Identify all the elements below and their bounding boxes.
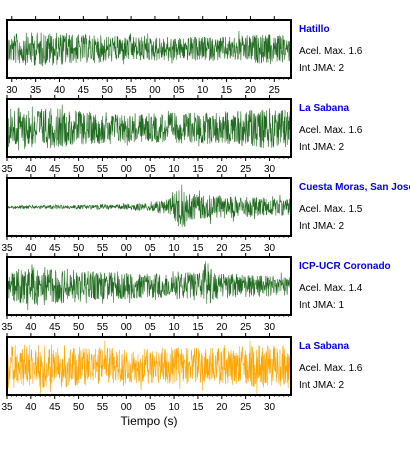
- tick-label: 15: [192, 243, 204, 254]
- panel-frame: [6, 256, 292, 316]
- tick-label: 45: [49, 322, 61, 333]
- tick-label: 55: [97, 243, 109, 254]
- tick-label: 30: [264, 322, 276, 333]
- tick-label: 40: [25, 402, 37, 413]
- jma-intensity-label: Int JMA: 2: [299, 63, 345, 74]
- tick-label: 00: [121, 402, 133, 413]
- max-acceleration-label: Acel. Max. 1.4: [299, 283, 363, 294]
- panel-frame: [6, 98, 292, 158]
- tick-label: 05: [145, 322, 157, 333]
- tick-label: 45: [49, 243, 61, 254]
- panel-frame: [6, 19, 292, 79]
- panel-4: 35 40 45 50 55 00 05 10 15 20 25 30: [1, 253, 292, 333]
- panel-1: 30 35 40 45 50 55 00 05 10 15 20 25: [6, 16, 292, 96]
- max-acceleration-label: Acel. Max. 1.6: [299, 125, 363, 136]
- tick-label: 15: [221, 85, 233, 96]
- tick-label: 10: [168, 243, 180, 254]
- tick-label: 30: [264, 402, 276, 413]
- x-axis-label: Tiempo (s): [120, 414, 178, 428]
- tick-label: 00: [149, 85, 161, 96]
- tick-label: 10: [168, 164, 180, 175]
- tick-label: 40: [54, 85, 66, 96]
- panel-frame: [6, 336, 292, 396]
- tick-label: 00: [121, 322, 133, 333]
- tick-label: 45: [49, 164, 61, 175]
- tick-label: 20: [216, 243, 228, 254]
- tick-label: 20: [216, 164, 228, 175]
- tick-label: 30: [6, 85, 18, 96]
- tick-label: 45: [49, 402, 61, 413]
- tick-label: 05: [145, 243, 157, 254]
- max-acceleration-label: Acel. Max. 1.5: [299, 204, 363, 215]
- panel-frame: [6, 177, 292, 237]
- tick-label: 55: [97, 322, 109, 333]
- station-name: Cuesta Moras, San Jose: [299, 182, 410, 193]
- tick-label: 50: [73, 402, 85, 413]
- tick-label: 40: [25, 164, 37, 175]
- series-trace-5: [6, 340, 292, 395]
- max-acceleration-label: Acel. Max. 1.6: [299, 46, 363, 57]
- tick-label: 50: [73, 164, 85, 175]
- tick-label: 30: [264, 164, 276, 175]
- tick-label: 00: [121, 243, 133, 254]
- max-acceleration-label: Acel. Max. 1.6: [299, 363, 363, 374]
- tick-label: 05: [145, 402, 157, 413]
- tick-label: 50: [73, 322, 85, 333]
- series-trace-1: [6, 30, 292, 67]
- tick-label: 35: [1, 243, 13, 254]
- tick-label: 40: [25, 322, 37, 333]
- tick-label: 15: [192, 322, 204, 333]
- jma-intensity-label: Int JMA: 2: [299, 142, 345, 153]
- series-trace-3: [6, 184, 292, 228]
- tick-label: 35: [1, 402, 13, 413]
- tick-label: 25: [240, 322, 252, 333]
- tick-label: 30: [264, 243, 276, 254]
- jma-intensity-label: Int JMA: 2: [299, 380, 345, 391]
- tick-label: 05: [173, 85, 185, 96]
- tick-label: 45: [78, 85, 90, 96]
- tick-label: 10: [197, 85, 209, 96]
- tick-label: 40: [25, 243, 37, 254]
- tick-label: 20: [216, 322, 228, 333]
- tick-label: 25: [240, 164, 252, 175]
- tick-label: 20: [216, 402, 228, 413]
- tick-label: 25: [240, 402, 252, 413]
- tick-label: 55: [97, 164, 109, 175]
- panel-3: 35 40 45 50 55 00 05 10 15 20 25 30: [1, 174, 292, 254]
- series-trace-4: [6, 261, 292, 311]
- tick-label: 35: [1, 322, 13, 333]
- tick-label: 00: [121, 164, 133, 175]
- panel-2: 35 40 45 50 55 00 05 10 15 20 25 30: [1, 95, 292, 175]
- station-name: ICP-UCR Coronado: [299, 261, 391, 272]
- tick-label: 20: [245, 85, 257, 96]
- tick-label: 10: [168, 322, 180, 333]
- jma-intensity-label: Int JMA: 2: [299, 221, 345, 232]
- tick-label: 35: [30, 85, 42, 96]
- tick-label: 35: [1, 164, 13, 175]
- tick-label: 25: [240, 243, 252, 254]
- tick-label: 25: [269, 85, 281, 96]
- tick-label: 05: [145, 164, 157, 175]
- tick-label: 15: [192, 164, 204, 175]
- tick-label: 10: [168, 402, 180, 413]
- panel-5: 35 40 45 50 55 00 05 10 15 20 25 30: [1, 333, 292, 413]
- tick-label: 15: [192, 402, 204, 413]
- tick-label: 55: [126, 85, 138, 96]
- station-name: Hatillo: [299, 24, 330, 35]
- station-name: La Sabana: [299, 341, 350, 352]
- tick-label: 50: [102, 85, 114, 96]
- jma-intensity-label: Int JMA: 1: [299, 300, 345, 311]
- tick-label: 55: [97, 402, 109, 413]
- series-trace-2: [6, 103, 292, 151]
- tick-label: 50: [73, 243, 85, 254]
- station-name: La Sabana: [299, 103, 350, 114]
